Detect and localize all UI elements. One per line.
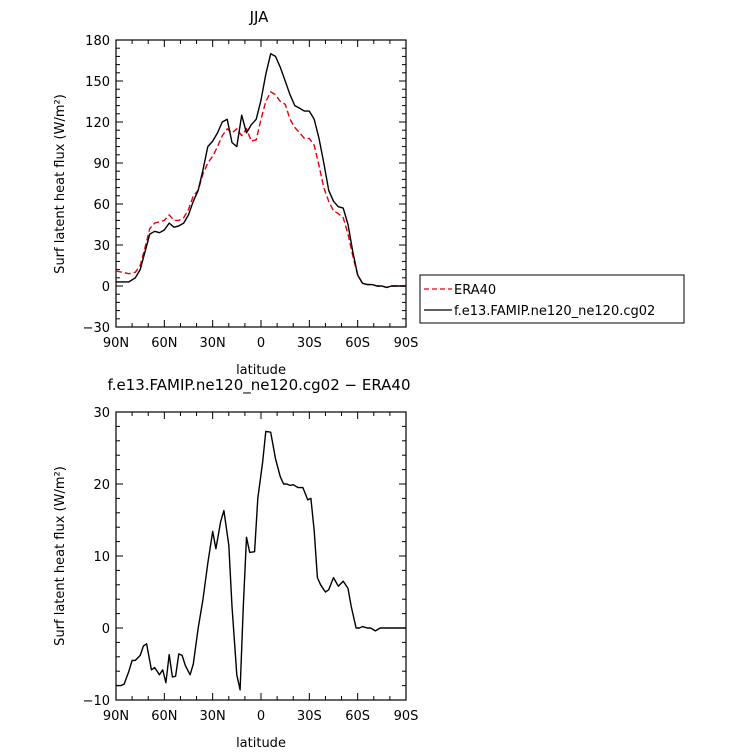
- x-tick-label: 30S: [297, 336, 322, 351]
- x-tick-label: 30N: [200, 336, 226, 351]
- x-axis-label: latitude: [236, 736, 286, 751]
- panel-top: JJA 90N 60N 30N 0 30S 60S 90S −30 0 30 60 90 120 150…: [53, 8, 418, 378]
- series-line-difference: [116, 430, 406, 691]
- y-tick-label: 10: [93, 550, 110, 565]
- y-tick-label: 60: [93, 198, 110, 213]
- x-axis: 90N 60N 30N 0 30S 60S 90S: [103, 412, 419, 724]
- x-tick-label: 90N: [103, 336, 129, 351]
- y-axis: −30 0 30 60 90 120 150 180: [83, 34, 406, 336]
- x-tick-label: 90N: [103, 709, 129, 724]
- x-tick-label: 60S: [345, 709, 370, 724]
- y-tick-label: 0: [102, 622, 110, 637]
- x-tick-label: 30N: [200, 709, 226, 724]
- x-axis-label: latitude: [236, 363, 286, 378]
- series-layer: [116, 430, 406, 691]
- y-tick-label: −10: [83, 694, 110, 709]
- series-line-f-e13-famip-ne120-ne120-cg02: [116, 53, 406, 289]
- legend-label-era40: ERA40: [454, 283, 496, 298]
- y-tick-label: 90: [93, 157, 110, 172]
- y-tick-label: 20: [93, 478, 110, 493]
- y-axis-label: Surf latent heat flux (W/m²): [53, 466, 68, 646]
- legend-label-model: f.e13.FAMIP.ne120_ne120.cg02: [454, 304, 655, 319]
- y-axis: −10 0 10 20 30: [83, 406, 406, 709]
- y-tick-label: 0: [102, 280, 110, 295]
- x-tick-label: 60N: [151, 336, 177, 351]
- x-tick-label: 90S: [394, 336, 419, 351]
- chart-title: JJA: [249, 8, 270, 26]
- x-tick-label: 60S: [345, 336, 370, 351]
- series-layer: [115, 53, 406, 289]
- x-tick-label: 0: [257, 709, 265, 724]
- legend-box: [419, 274, 685, 324]
- x-tick-label: 90S: [394, 709, 419, 724]
- y-tick-label: 30: [93, 239, 110, 254]
- y-tick-label: 120: [85, 116, 110, 131]
- y-tick-label: 150: [85, 75, 110, 90]
- x-tick-label: 60N: [151, 709, 177, 724]
- x-axis: 90N 60N 30N 0 30S 60S 90S: [103, 40, 419, 351]
- y-tick-label: −30: [83, 321, 110, 336]
- y-tick-label: 180: [85, 34, 110, 49]
- y-tick-label: 30: [93, 406, 110, 421]
- y-axis-label: Surf latent heat flux (W/m²): [53, 94, 68, 274]
- x-tick-label: 30S: [297, 709, 322, 724]
- panel-bottom: f.e13.FAMIP.ne120_ne120.cg02 − ERA40 90N…: [53, 376, 418, 751]
- plot-area-frame: [115, 411, 407, 701]
- x-tick-label: 0: [257, 336, 265, 351]
- chart-title: f.e13.FAMIP.ne120_ne120.cg02 − ERA40: [108, 376, 411, 395]
- series-line-era40: [115, 91, 406, 289]
- legend: ERA40 f.e13.FAMIP.ne120_ne120.cg02: [419, 274, 685, 324]
